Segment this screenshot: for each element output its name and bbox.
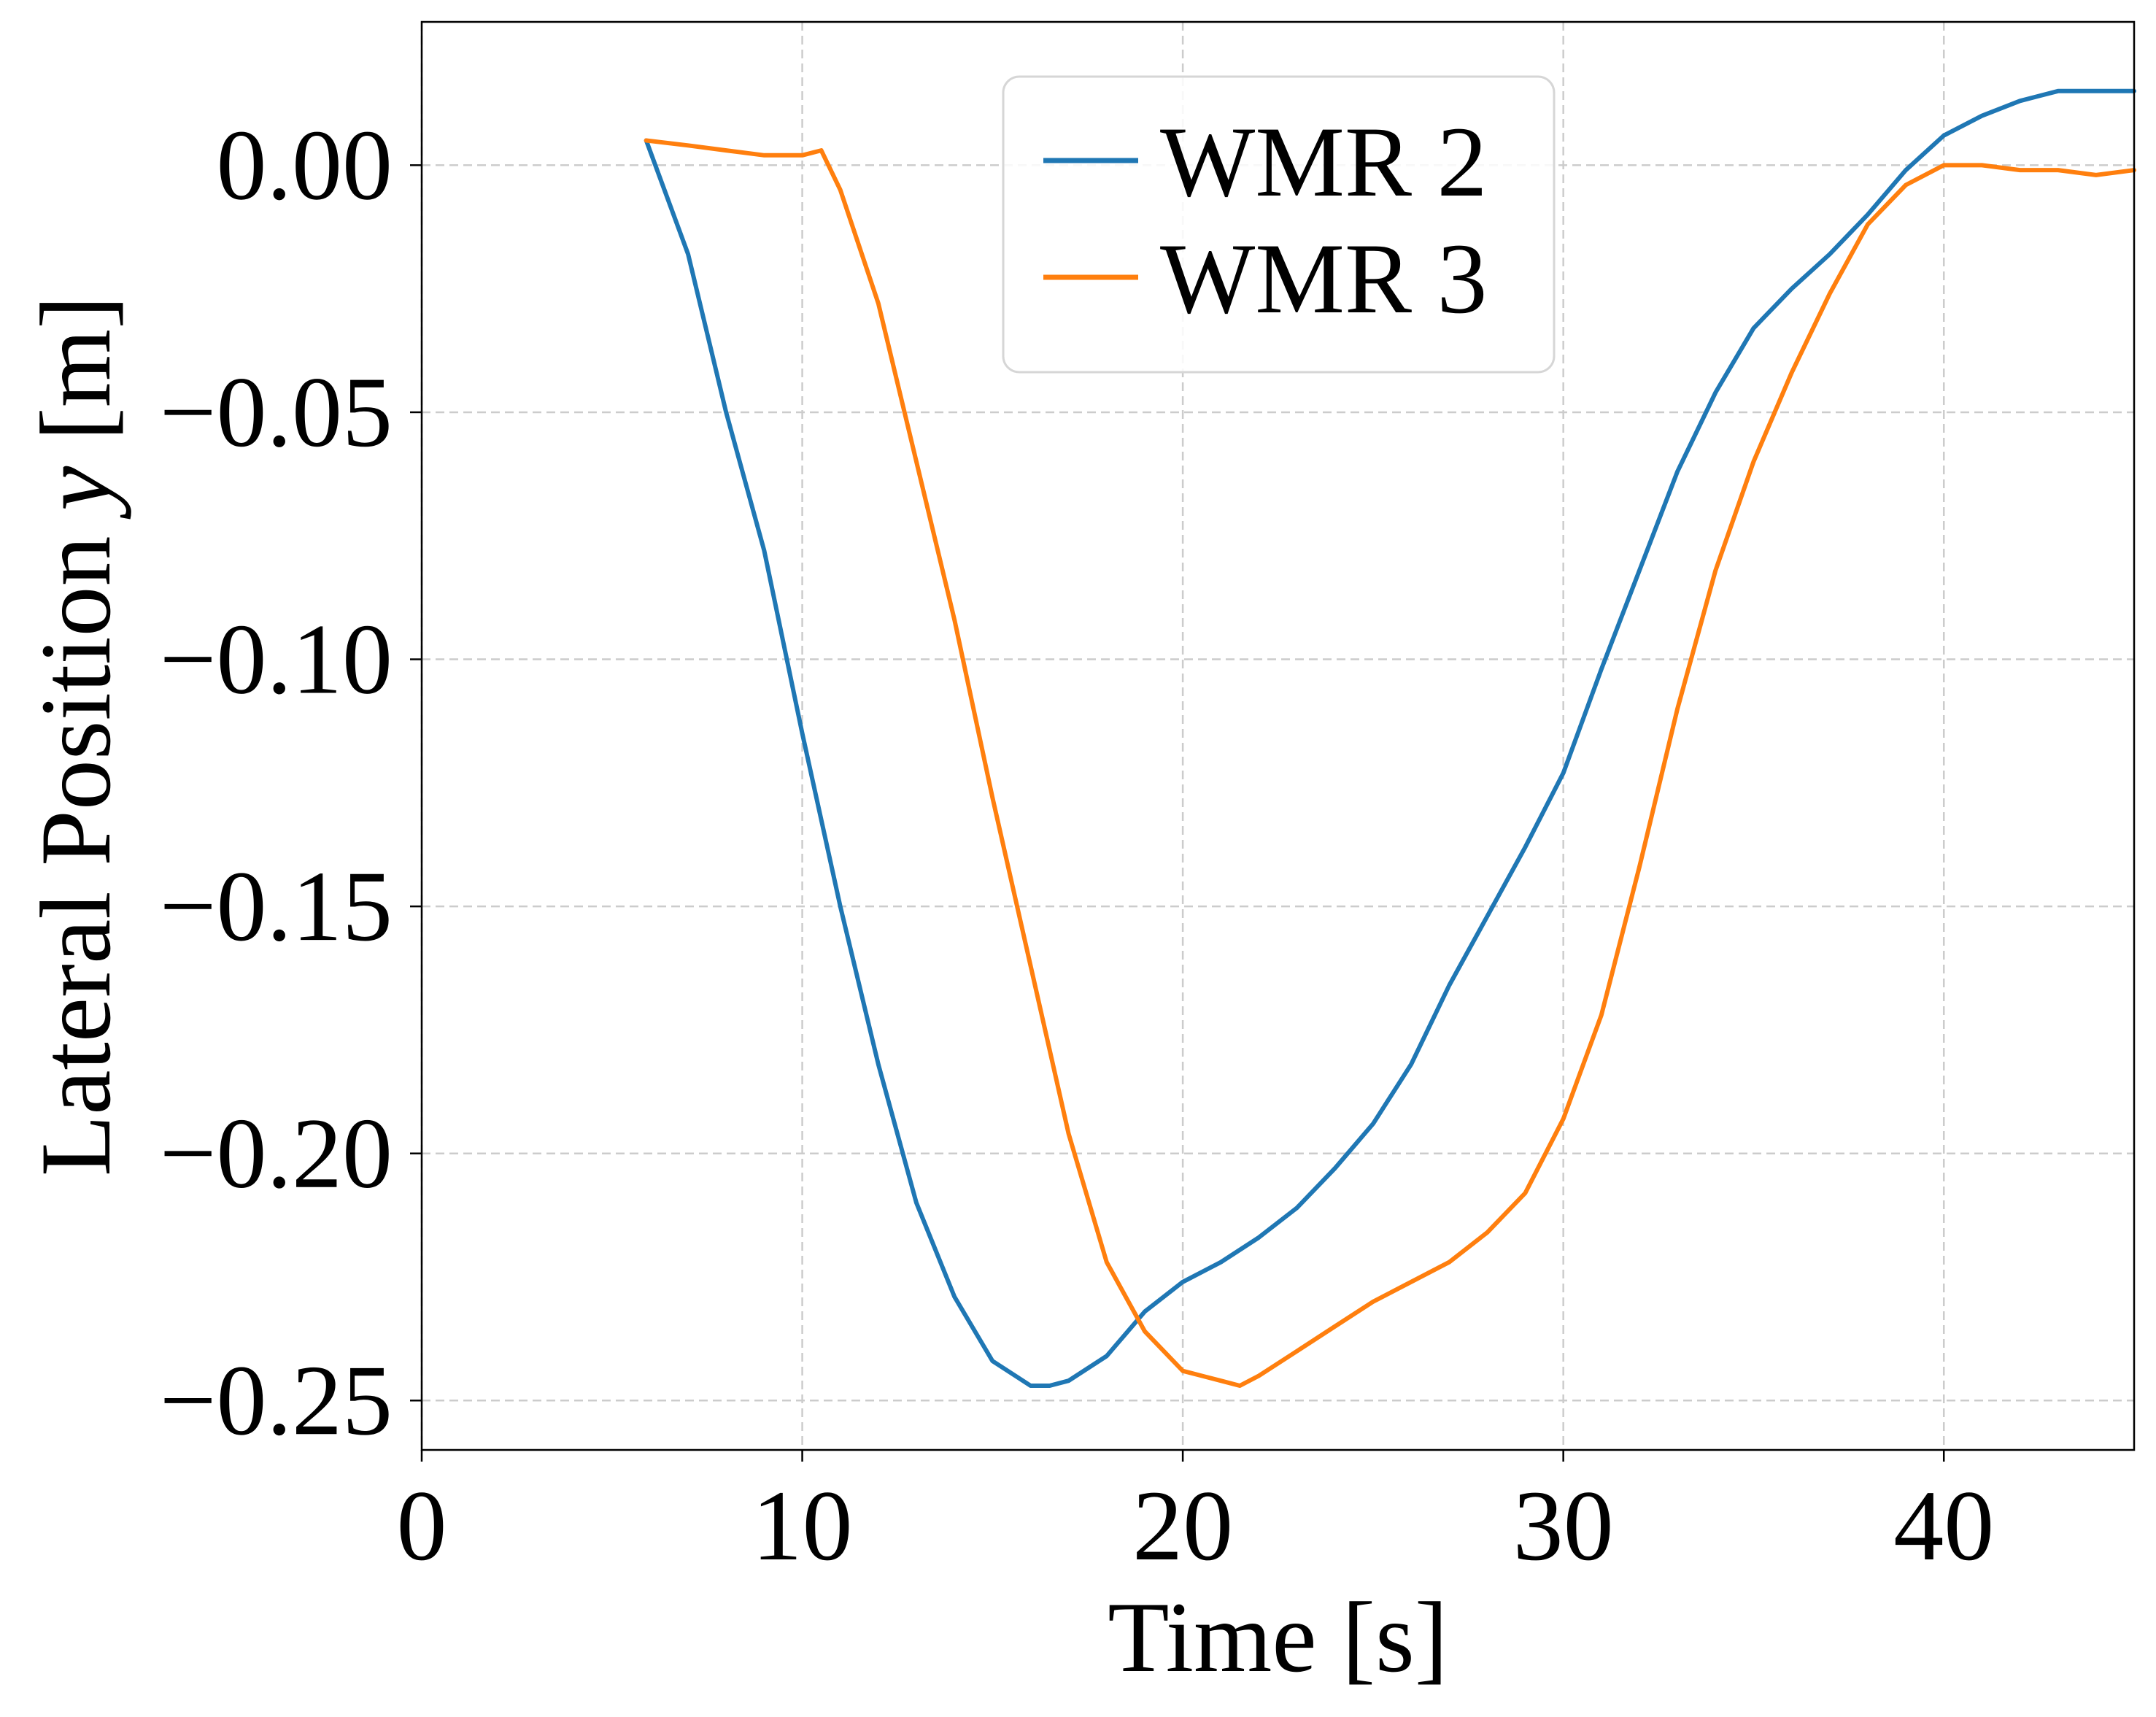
legend-entry-label: WMR 2 (1160, 106, 1488, 217)
legend-box (1002, 75, 1556, 374)
x-axis-ticks: 0 10 20 30 40 (397, 1450, 1994, 1581)
y-axis-label-suffix: [m] (20, 296, 131, 466)
y-tick-label: −0.05 (160, 356, 393, 468)
y-tick-label: −0.15 (160, 850, 393, 962)
x-tick-label: 0 (397, 1470, 447, 1581)
series-group (644, 88, 2136, 1388)
y-axis-label: Lateral Position y [m] (20, 296, 131, 1176)
x-axis-label: Time [s] (1108, 1581, 1448, 1693)
x-tick-label: 40 (1893, 1470, 1994, 1581)
series-line-wmr-2 (644, 88, 2136, 1388)
y-tick-label: −0.20 (160, 1097, 393, 1209)
y-axis-label-prefix: Lateral Position (20, 511, 131, 1176)
y-axis-ticks: 0.00 −0.05 −0.10 −0.15 −0.20 −0.25 (160, 109, 422, 1456)
plot-frame (420, 20, 2136, 1451)
y-tick-label: −0.25 (160, 1344, 393, 1456)
legend-entry-label: WMR 3 (1160, 223, 1488, 334)
x-tick-label: 20 (1132, 1470, 1233, 1581)
y-tick-label: 0.00 (217, 109, 393, 220)
x-tick-label: 30 (1513, 1470, 1614, 1581)
x-tick-label: 10 (752, 1470, 853, 1581)
y-axis-label-variable: y (20, 466, 131, 520)
y-tick-label: −0.10 (160, 603, 393, 715)
series-line-wmr-3 (644, 138, 2136, 1388)
